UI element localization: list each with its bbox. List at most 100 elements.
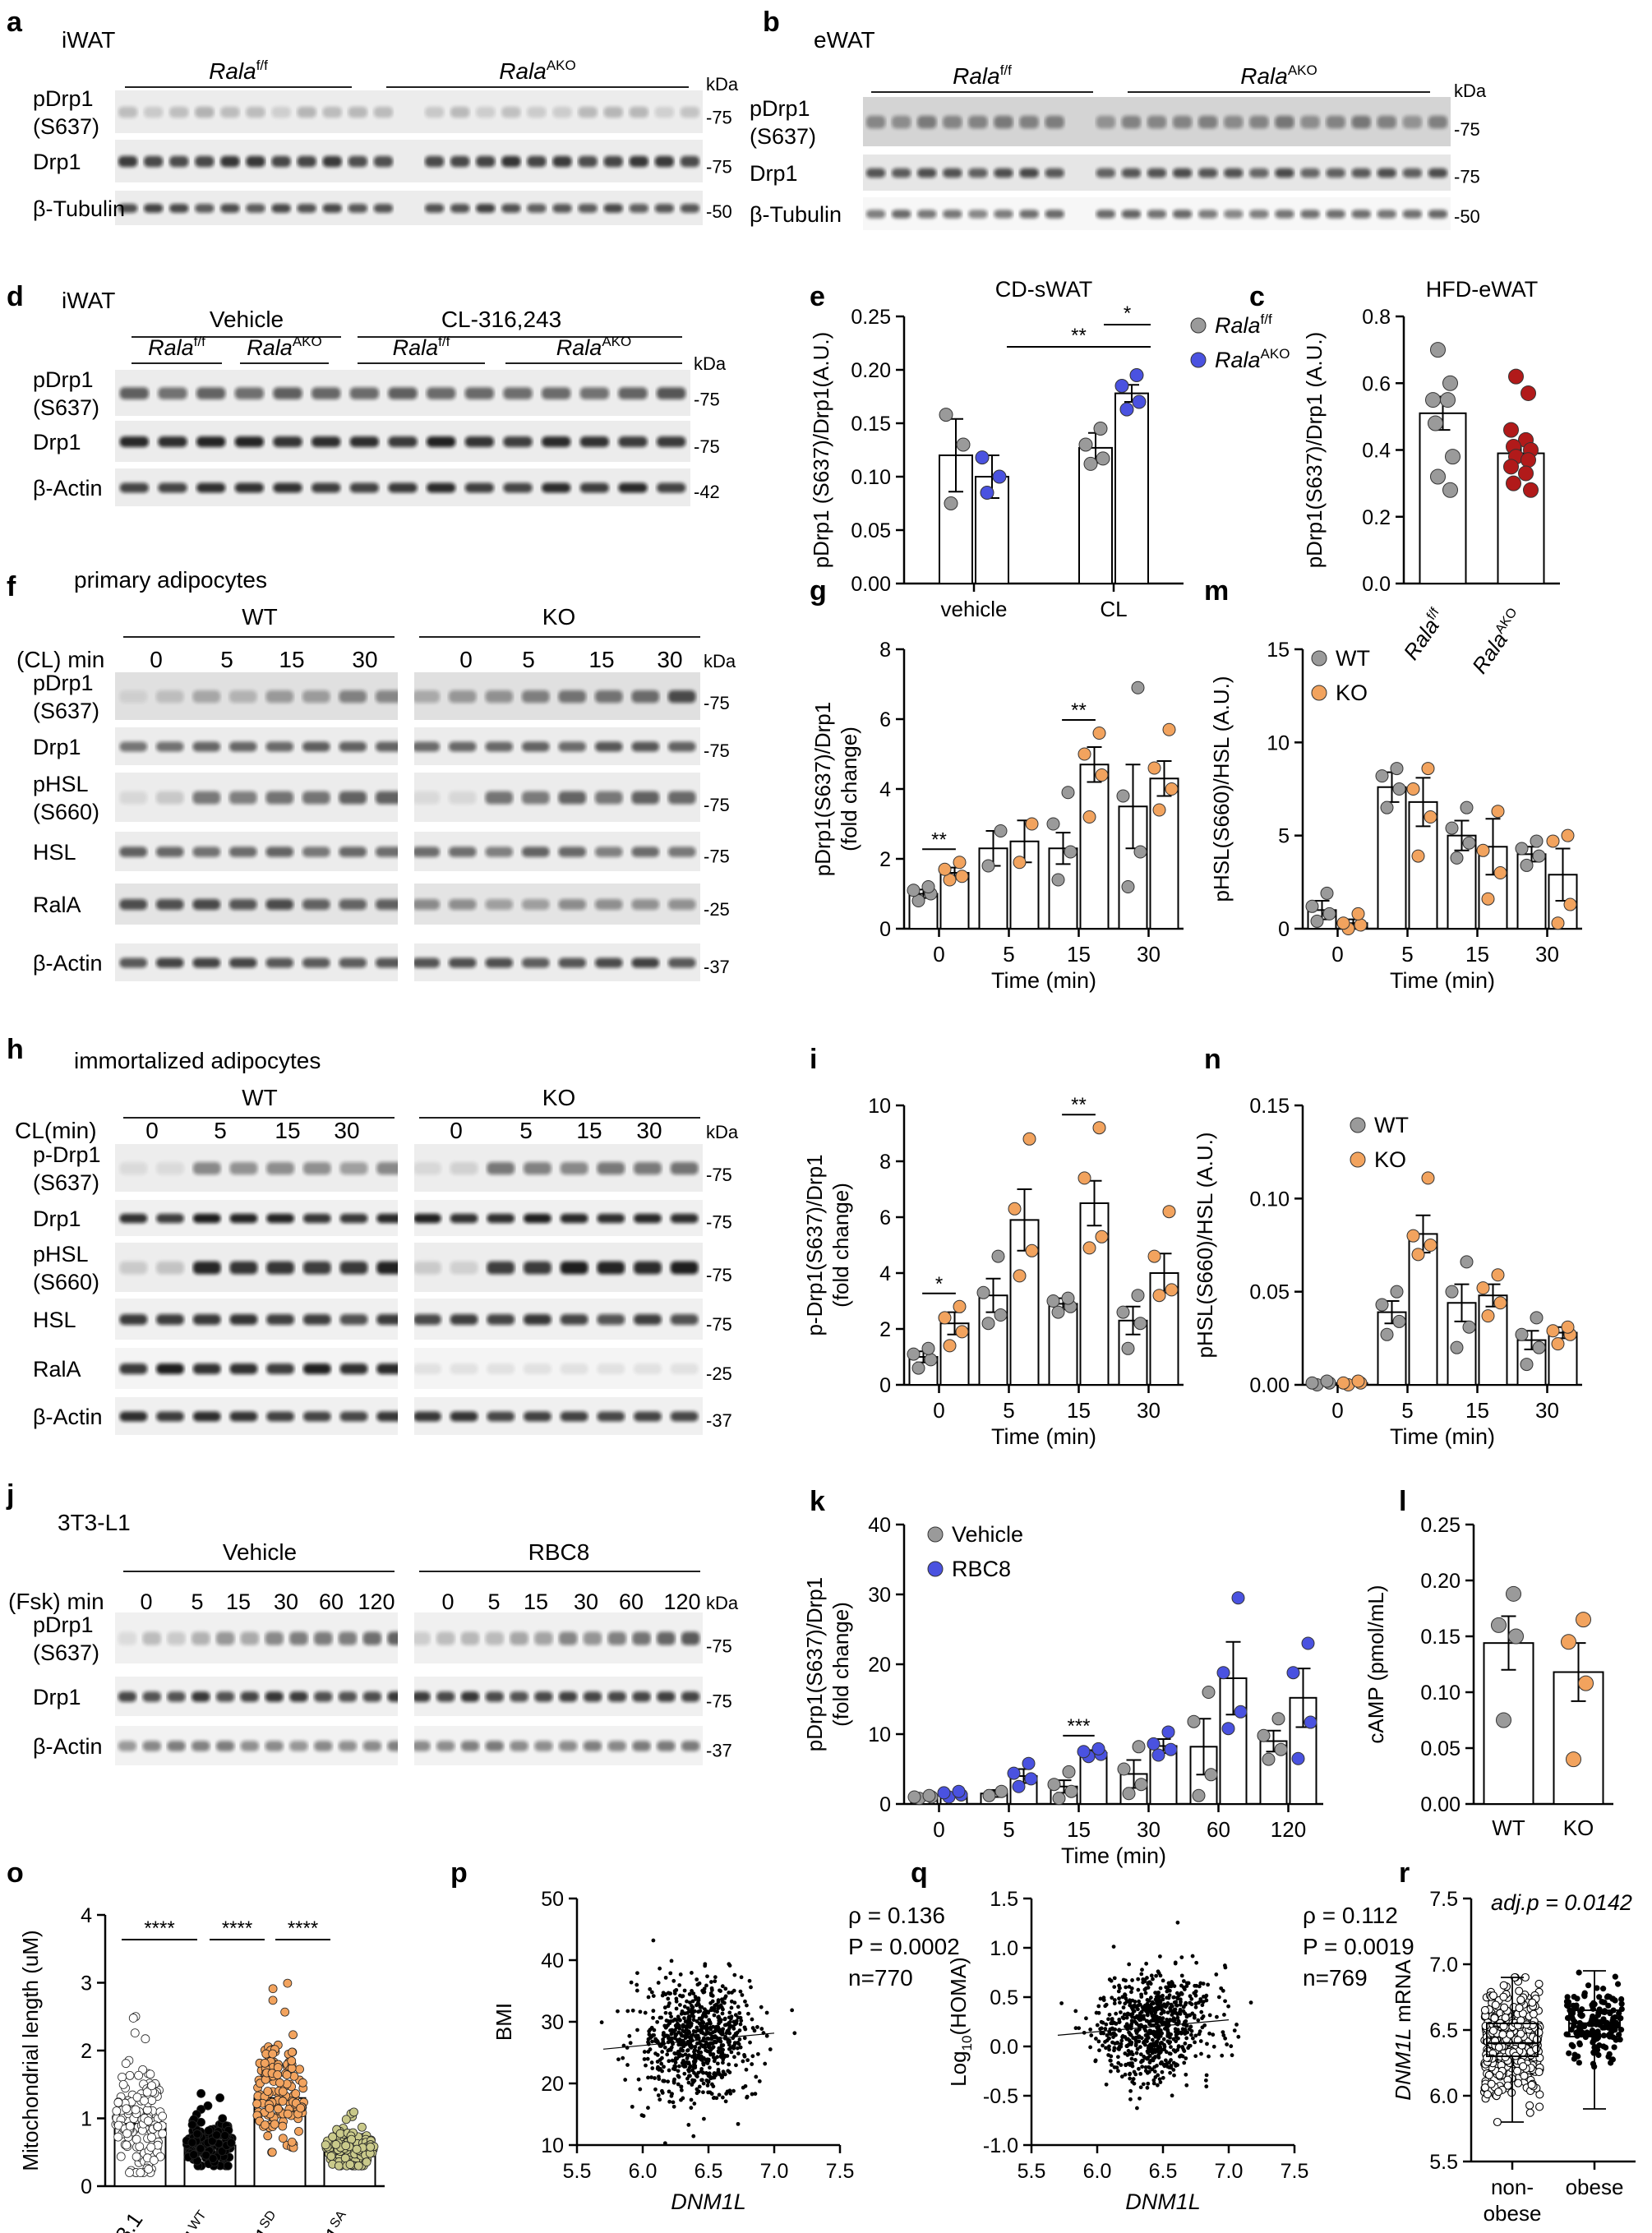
blot-marker: -25 (706, 1363, 732, 1384)
blot-band (1045, 168, 1064, 178)
legend-marker (1350, 1117, 1366, 1133)
data-point (649, 2075, 653, 2079)
data-point (677, 2064, 681, 2069)
x-category-label: obese (1566, 2175, 1624, 2199)
data-point (1175, 2015, 1180, 2020)
blot-gap (398, 1675, 414, 1718)
blot-band (527, 203, 547, 213)
data-point (1092, 1121, 1106, 1135)
blot-band (579, 482, 610, 493)
x-category-label: 3.1 (110, 2208, 147, 2233)
data-point (708, 2074, 713, 2079)
blot-band (1428, 210, 1448, 219)
data-point (1146, 1985, 1151, 1990)
blot-band (413, 1363, 441, 1374)
genotype-label: WT (242, 1085, 278, 1110)
blot-row-label: (S637) (750, 124, 816, 149)
blot-band (1402, 168, 1423, 178)
blot-band (156, 1363, 185, 1374)
blot-band (521, 741, 550, 752)
data-point (644, 2063, 648, 2068)
y-axis-label: (fold change) (828, 1602, 853, 1727)
data-point (113, 2132, 123, 2142)
data-point (646, 1995, 651, 2000)
data-point (991, 1249, 1005, 1263)
data-point (1207, 2031, 1211, 2036)
y-tick-label: 0.00 (851, 573, 891, 596)
blot-band (119, 957, 148, 968)
blot-band (426, 482, 456, 493)
data-point (671, 2100, 676, 2105)
x-category-label: 30 (1535, 942, 1559, 967)
data-point (648, 1986, 653, 1991)
data-point (1576, 2060, 1582, 2066)
data-point (710, 2008, 715, 2012)
data-point (1576, 1612, 1591, 1628)
blot-band (215, 1631, 235, 1645)
data-point (1188, 2032, 1193, 2037)
data-point (653, 2076, 657, 2080)
data-point (295, 2065, 304, 2074)
data-point (696, 2009, 701, 2014)
data-point (705, 2026, 710, 2031)
blot-band (265, 1691, 284, 1702)
data-point (721, 2007, 725, 2012)
data-point (1576, 2024, 1582, 2031)
data-point (1112, 2001, 1117, 2006)
data-point (708, 2021, 713, 2026)
data-point (1221, 1988, 1225, 1993)
data-point (1116, 1305, 1130, 1319)
legend-label: RBC8 (952, 1557, 1011, 1581)
data-point (1117, 1762, 1131, 1776)
data-point (1124, 2043, 1129, 2048)
data-point (1171, 2068, 1176, 2072)
blot-band (618, 436, 648, 447)
data-point (1156, 2004, 1161, 2008)
data-point (667, 1991, 672, 1996)
blot-row-label: β-Tubulin (33, 196, 125, 221)
data-point (1137, 1999, 1142, 2004)
blot-tissue-label: eWAT (814, 27, 875, 53)
blot-band (560, 1261, 588, 1275)
x-category-label: WT (1492, 1815, 1525, 1840)
data-point (649, 2034, 654, 2039)
blot-marker: -75 (706, 1211, 732, 1232)
blot-band (485, 1691, 505, 1702)
x-category-label: Ralaf/f (1399, 605, 1451, 664)
data-point (122, 2129, 132, 2138)
blot-band (271, 106, 291, 118)
blot-band (633, 1162, 662, 1175)
blot-band (578, 106, 598, 118)
data-point (1136, 1987, 1141, 1992)
data-point (1612, 2027, 1618, 2033)
x-category-label: 30 (1137, 1817, 1161, 1842)
blot-band (240, 1741, 260, 1751)
blot-band (1249, 168, 1269, 178)
data-point (287, 2064, 297, 2073)
data-point (1392, 782, 1406, 796)
blot-band (412, 1691, 431, 1702)
data-point (749, 1985, 753, 1990)
data-point (118, 2072, 127, 2082)
data-point (727, 2015, 731, 2020)
data-point (694, 2033, 699, 2038)
data-point (677, 2054, 681, 2059)
blot-band (656, 1741, 676, 1751)
data-point (713, 2025, 718, 2030)
data-point (1566, 1751, 1581, 1768)
data-point (1609, 1995, 1616, 2002)
data-point (1179, 2030, 1184, 2035)
data-point (673, 2051, 677, 2056)
data-point (1130, 1978, 1134, 1982)
data-point (1530, 1311, 1544, 1325)
blot-kda-label: kDa (706, 1593, 739, 1613)
data-point (113, 2097, 123, 2107)
y-tick-label: 40 (541, 1949, 564, 1972)
blot-band (1300, 210, 1320, 219)
data-point (1354, 918, 1368, 932)
data-point (1123, 2072, 1128, 2077)
data-point (1144, 2038, 1148, 2043)
data-point (1143, 2033, 1148, 2037)
data-point (1188, 1994, 1193, 1999)
